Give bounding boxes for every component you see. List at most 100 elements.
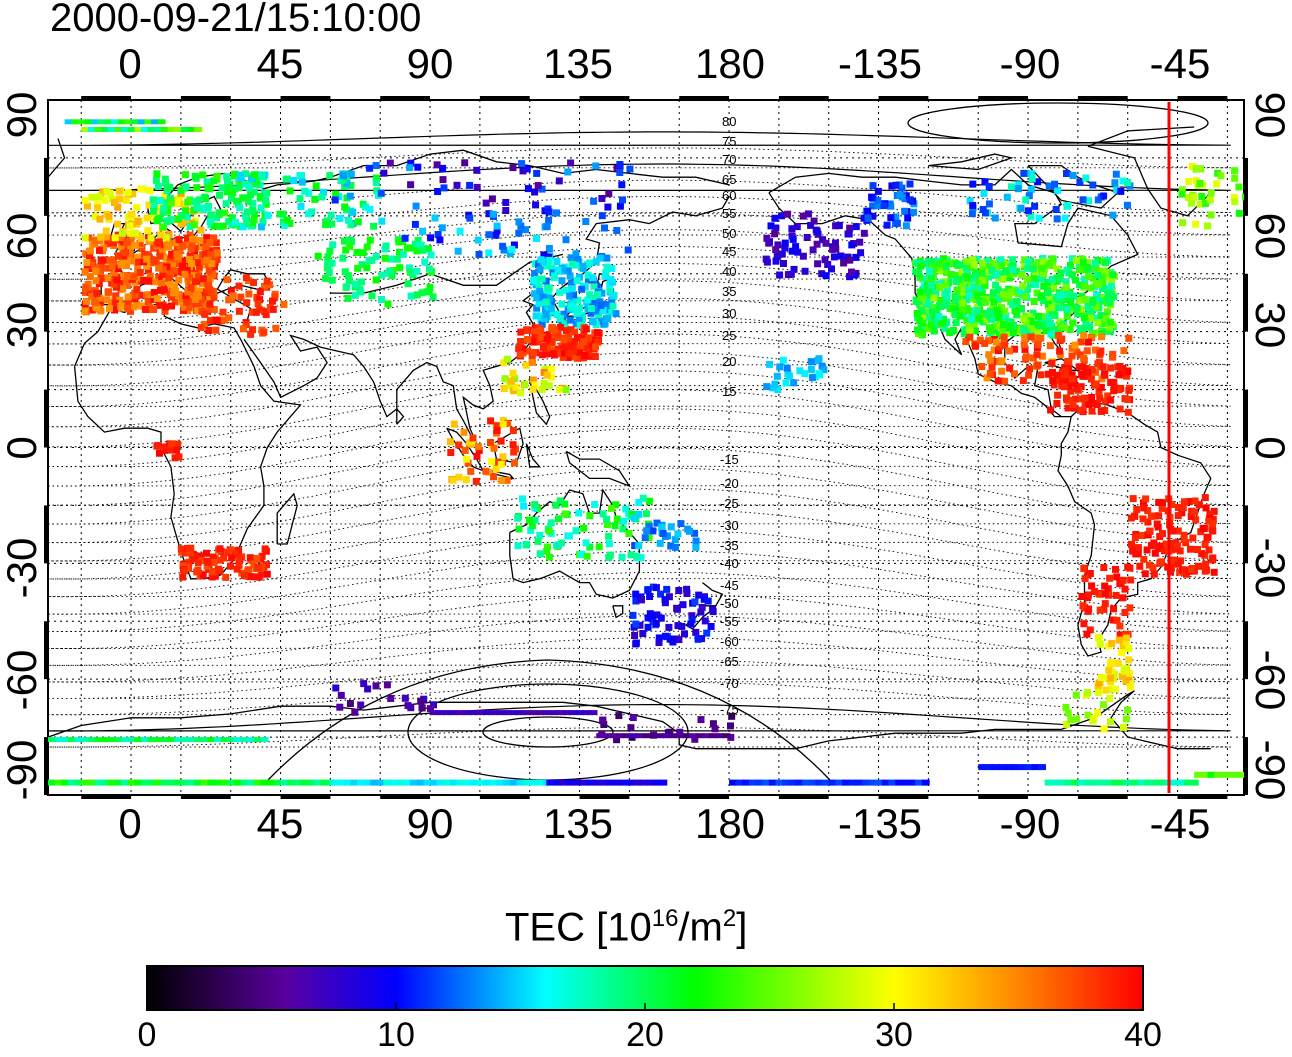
tec-cell bbox=[187, 737, 196, 743]
tec-cell bbox=[1083, 318, 1091, 326]
tec-cell bbox=[1000, 291, 1008, 299]
tec-cell bbox=[203, 234, 211, 242]
tec-cell bbox=[609, 302, 617, 310]
tec-cell bbox=[1021, 256, 1029, 264]
tec-cell bbox=[1104, 269, 1112, 276]
tec-cell bbox=[1124, 408, 1132, 416]
tec-cell bbox=[326, 172, 334, 180]
tec-cell bbox=[1094, 709, 1102, 717]
tec-cell bbox=[463, 455, 470, 463]
tec-cell bbox=[1220, 771, 1229, 778]
tec-cell bbox=[201, 310, 209, 318]
tec-cell bbox=[430, 701, 437, 709]
tec-cell bbox=[1039, 320, 1047, 328]
tec-cell bbox=[1089, 717, 1097, 725]
tec-cell bbox=[114, 252, 122, 260]
tec-cell bbox=[184, 288, 192, 296]
tec-cell bbox=[618, 553, 626, 561]
tec-cell bbox=[153, 170, 161, 178]
tec-cell bbox=[904, 214, 912, 222]
tec-cell bbox=[183, 213, 191, 221]
tec-cell bbox=[212, 239, 220, 247]
tec-cell bbox=[97, 119, 106, 125]
tec-cell bbox=[1234, 771, 1242, 778]
tec-cell bbox=[998, 357, 1006, 365]
tec-cell bbox=[1195, 562, 1203, 570]
tec-cell bbox=[1079, 259, 1087, 267]
tec-cell bbox=[543, 290, 551, 298]
tec-cell bbox=[543, 344, 551, 352]
tec-cell bbox=[765, 239, 773, 247]
tec-cell bbox=[1024, 264, 1032, 272]
tec-cell bbox=[134, 253, 142, 261]
tec-cell bbox=[111, 299, 119, 307]
tec-cell bbox=[556, 315, 564, 322]
frame-bar-top bbox=[81, 96, 132, 100]
tec-cell bbox=[1029, 265, 1037, 273]
tec-cell bbox=[1095, 634, 1102, 641]
tec-cell bbox=[82, 284, 90, 292]
tec-cell bbox=[1146, 527, 1154, 535]
tec-cell bbox=[656, 733, 664, 739]
tec-cell bbox=[888, 182, 896, 190]
tec-cell bbox=[224, 177, 231, 185]
tec-cell bbox=[326, 247, 334, 255]
tec-cell bbox=[684, 525, 692, 533]
tec-cell bbox=[620, 517, 628, 525]
tec-cell bbox=[598, 195, 606, 202]
tec-cell bbox=[958, 288, 966, 296]
tec-cell bbox=[121, 127, 130, 132]
tec-cell bbox=[1187, 199, 1195, 207]
tec-cell bbox=[1088, 308, 1096, 315]
tec-cell bbox=[239, 223, 247, 231]
tec-cell bbox=[401, 234, 409, 242]
tec-cell bbox=[542, 277, 550, 285]
tec-cell bbox=[543, 223, 551, 231]
tec-cell bbox=[874, 187, 882, 195]
map-title: 2000-09-21/15:10:00 bbox=[50, 0, 422, 40]
tec-cell bbox=[1024, 275, 1032, 283]
tec-cell bbox=[104, 240, 112, 248]
tec-cell bbox=[48, 737, 56, 743]
tec-cell bbox=[1111, 179, 1119, 187]
coastline bbox=[330, 253, 564, 294]
tec-cell bbox=[952, 319, 960, 327]
tec-cell bbox=[953, 286, 961, 294]
tec-cell bbox=[1134, 550, 1142, 558]
tec-cell bbox=[793, 223, 801, 231]
tec-cell bbox=[1176, 547, 1184, 555]
tec-cell bbox=[1087, 314, 1095, 322]
tec-cell bbox=[917, 294, 925, 302]
tec-cell bbox=[860, 229, 868, 237]
tec-cell bbox=[1050, 283, 1058, 291]
tec-cell bbox=[101, 127, 110, 132]
tec-cell bbox=[151, 278, 158, 286]
tec-cell bbox=[119, 256, 127, 264]
tec-cell bbox=[616, 733, 625, 739]
tec-cell bbox=[1083, 630, 1091, 638]
tec-cell bbox=[1047, 296, 1054, 304]
tec-cell bbox=[1011, 370, 1018, 378]
tec-cell bbox=[543, 710, 551, 716]
tec-cell bbox=[783, 364, 791, 372]
tec-cell bbox=[1118, 649, 1125, 657]
tec-cell bbox=[205, 267, 213, 275]
tec-cell bbox=[683, 590, 691, 597]
tec-cell bbox=[636, 733, 644, 739]
tec-cell bbox=[1092, 346, 1099, 354]
tec-cell bbox=[594, 291, 601, 299]
tec-cell bbox=[96, 294, 104, 302]
tec-cell bbox=[632, 640, 640, 648]
tec-cell bbox=[971, 271, 979, 279]
tec-cell bbox=[935, 313, 943, 321]
tec-cell bbox=[359, 249, 367, 257]
tec-cell bbox=[569, 298, 577, 306]
tec-cell bbox=[1053, 400, 1061, 407]
tec-cell bbox=[794, 248, 802, 256]
tec-cell bbox=[999, 327, 1006, 335]
tec-cell bbox=[946, 305, 954, 312]
tec-cell bbox=[632, 620, 640, 628]
tec-cell bbox=[1084, 607, 1092, 615]
contour-label: 15 bbox=[722, 384, 736, 399]
